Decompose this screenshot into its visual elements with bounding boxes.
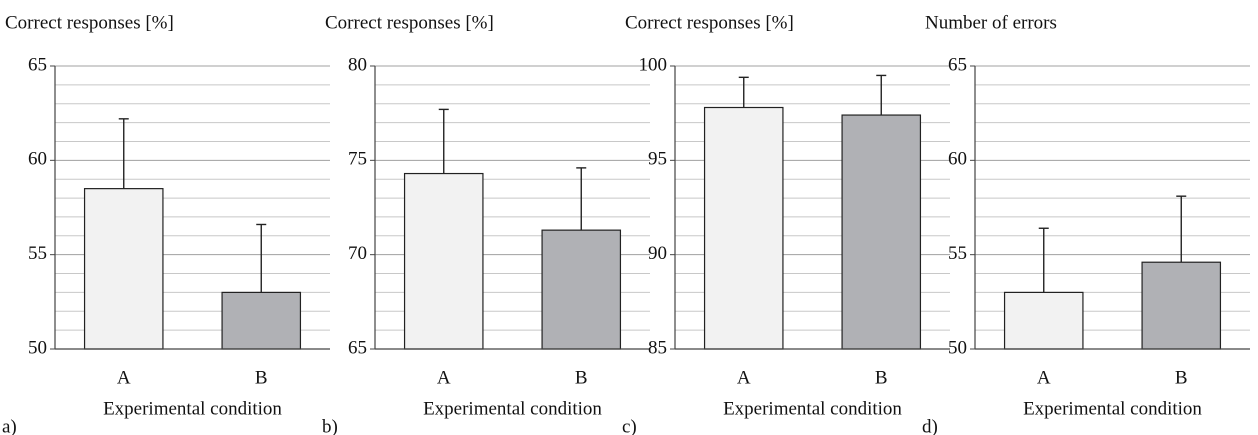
x-tick-label: B	[255, 367, 268, 388]
y-tick-label: 60	[28, 149, 47, 170]
y-tick-label: 80	[348, 54, 367, 75]
x-tick-label: B	[575, 367, 588, 388]
y-tick-label: 95	[648, 149, 667, 170]
x-axis-label: Experimental condition	[723, 398, 902, 419]
bar	[1003, 291, 1084, 350]
x-tick-label: B	[875, 367, 888, 388]
chart-title: Correct responses [%]	[325, 12, 494, 33]
y-tick-label: 75	[348, 149, 367, 170]
y-tick-label: 65	[28, 54, 47, 75]
x-tick-label: A	[437, 367, 451, 388]
bar	[1141, 261, 1222, 350]
chart-title: Number of errors	[925, 12, 1057, 33]
x-tick-label: A	[737, 367, 751, 388]
panel-label: b)	[322, 416, 338, 435]
y-tick-label: 60	[948, 149, 967, 170]
y-tick-label: 70	[348, 243, 367, 264]
panel-label: d)	[922, 416, 938, 435]
y-tick-label: 65	[348, 337, 367, 358]
x-axis-label: Experimental condition	[423, 398, 602, 419]
bar	[703, 106, 784, 350]
y-tick-label: 55	[948, 243, 967, 264]
bar	[841, 114, 922, 350]
chart-title: Correct responses [%]	[625, 12, 794, 33]
y-tick-label: 50	[948, 337, 967, 358]
panel-label: a)	[2, 416, 17, 435]
x-tick-label: A	[1037, 367, 1051, 388]
x-axis-label: Experimental condition	[103, 398, 282, 419]
y-tick-label: 50	[28, 337, 47, 358]
chart-title: Correct responses [%]	[5, 12, 174, 33]
y-tick-label: 65	[948, 54, 967, 75]
y-tick-label: 55	[28, 243, 47, 264]
x-tick-label: A	[117, 367, 131, 388]
y-tick-label: 85	[648, 337, 667, 358]
bar	[541, 229, 622, 350]
x-axis-label: Experimental condition	[1023, 398, 1202, 419]
bar	[83, 188, 164, 350]
y-tick-label: 90	[648, 243, 667, 264]
y-tick-label: 100	[639, 54, 668, 75]
bar	[221, 291, 302, 350]
bar	[403, 172, 484, 350]
x-tick-label: B	[1175, 367, 1188, 388]
panel-label: c)	[622, 416, 637, 435]
